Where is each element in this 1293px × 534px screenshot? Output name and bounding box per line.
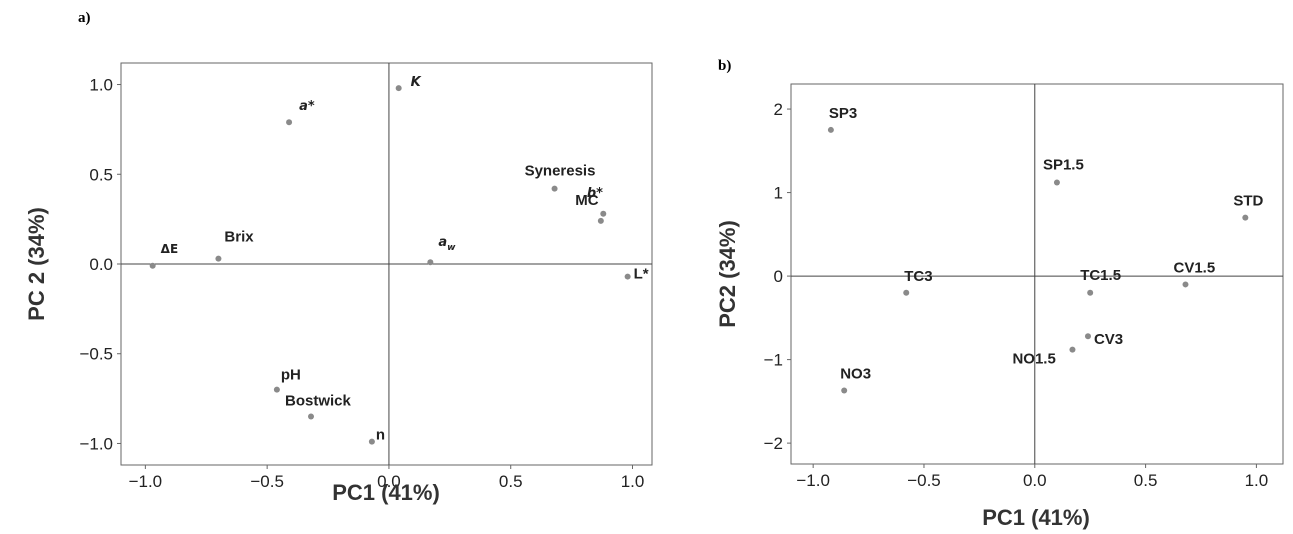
panel-a-x-tick-label: −0.5 bbox=[250, 472, 284, 491]
panel-b-point-label: STD bbox=[1233, 193, 1263, 210]
panel-b-point-label: NO3 bbox=[840, 366, 871, 383]
panel-a-point-label: aw bbox=[438, 235, 456, 253]
panel-a-point-a bbox=[286, 119, 293, 126]
panel-a-point-label: b* bbox=[587, 186, 603, 201]
panel-b-point-tc3 bbox=[903, 289, 910, 296]
panel-a-point-label: n bbox=[376, 427, 385, 444]
panel-a-point-aw bbox=[427, 259, 434, 266]
panel-b-point-sp15 bbox=[1053, 179, 1060, 186]
panel-a-point-label: MC bbox=[575, 192, 598, 209]
panel-a-point-e bbox=[149, 262, 156, 269]
panel-a-y-tick-label: 1.0 bbox=[89, 76, 113, 95]
panel-b-y-tick-label: 2 bbox=[774, 100, 783, 119]
panel-b-y-tick-label: 0 bbox=[774, 267, 783, 286]
panel-b-point-label: CV3 bbox=[1094, 331, 1123, 348]
panel-b-x-tick-label: 1.0 bbox=[1245, 471, 1269, 490]
panel-b-y-tick-label: 1 bbox=[774, 184, 783, 203]
panel-a-y-tick-label: −0.5 bbox=[79, 345, 113, 364]
panel-b-x-tick-label: −1.0 bbox=[796, 471, 830, 490]
panel-a-x-axis-title: PC1 (41%) bbox=[332, 480, 440, 505]
panel-a-point-brix bbox=[215, 255, 222, 262]
panel-a-x-tick-label: 0.0 bbox=[377, 472, 401, 491]
panel-a-point-bostwick bbox=[307, 413, 314, 420]
panel-b-label: b) bbox=[718, 58, 731, 74]
panel-b-point-no15 bbox=[1069, 346, 1076, 353]
panel-a-x-tick-label: 0.5 bbox=[499, 472, 523, 491]
panel-b-point-cv3 bbox=[1084, 333, 1091, 340]
panel-a-point-k bbox=[395, 85, 402, 92]
panel-b-x-tick-label: 0.5 bbox=[1134, 471, 1158, 490]
panel-a-point-label: Syneresis bbox=[525, 163, 596, 180]
panel-a: a) −1.0 −0.5 0.0 0.5 1.0 1.0 0.5 0.0 −0.5 −1.0 K… bbox=[24, 10, 653, 505]
panel-a-point-label: L* bbox=[634, 266, 649, 283]
panel-a-point-b bbox=[597, 217, 604, 224]
panel-a-point-label: Brix bbox=[224, 229, 254, 246]
panel-a-point-ph bbox=[273, 386, 280, 393]
panel-a-point-label: pH bbox=[281, 367, 301, 384]
panel-b-point-label: SP3 bbox=[829, 105, 857, 122]
panel-a-y-tick-label: −1.0 bbox=[79, 434, 113, 453]
panel-b-y-tick-label: −2 bbox=[764, 434, 783, 453]
panel-b-point-cv15 bbox=[1182, 281, 1189, 288]
panel-b-plot-frame bbox=[790, 83, 1284, 465]
panel-b-point-label: CV1.5 bbox=[1173, 259, 1215, 276]
panel-b-point-label: TC3 bbox=[904, 268, 932, 285]
panel-b-x-tick-label: 0.0 bbox=[1023, 471, 1047, 490]
panel-a-x-tick-label: −1.0 bbox=[129, 472, 163, 491]
panel-b-point-sp3 bbox=[827, 126, 834, 133]
panel-b: b) −1.0 −0.5 0.0 0.5 1.0 2 1 0 −1 −2 SP3 SP1.5 STD… bbox=[715, 58, 1284, 530]
panel-b-x-tick-label: −0.5 bbox=[907, 471, 941, 490]
panel-a-y-axis-title: PC 2 (34%) bbox=[24, 207, 49, 321]
panel-b-point-no3 bbox=[841, 387, 848, 394]
panel-a-point-n bbox=[368, 438, 375, 445]
panel-b-point-label: SP1.5 bbox=[1043, 157, 1084, 174]
panel-a-point-syneresis bbox=[551, 185, 558, 192]
panel-b-point-label: NO1.5 bbox=[1012, 351, 1055, 368]
panel-a-point-mc bbox=[600, 210, 607, 217]
panel-b-x-axis-title: PC1 (41%) bbox=[982, 505, 1090, 530]
panel-b-point-std bbox=[1242, 214, 1249, 221]
panel-a-label: a) bbox=[78, 10, 91, 26]
panel-a-point-label: Bostwick bbox=[285, 393, 352, 410]
panel-a-y-tick-label: 0.5 bbox=[89, 165, 113, 184]
panel-b-point-tc15 bbox=[1087, 289, 1094, 296]
panel-a-y-tick-label: 0.0 bbox=[89, 255, 113, 274]
panel-b-y-axis-title: PC2 (34%) bbox=[715, 220, 740, 328]
panel-b-point-label: TC1.5 bbox=[1080, 267, 1121, 284]
panel-b-y-tick-label: −1 bbox=[764, 351, 783, 370]
panel-a-point-l bbox=[624, 273, 631, 280]
panel-a-point-label: K bbox=[411, 75, 422, 90]
panel-a-point-label: a* bbox=[299, 99, 315, 114]
panel-a-x-tick-label: 1.0 bbox=[621, 472, 645, 491]
panel-a-point-label: ΔE bbox=[161, 242, 178, 256]
